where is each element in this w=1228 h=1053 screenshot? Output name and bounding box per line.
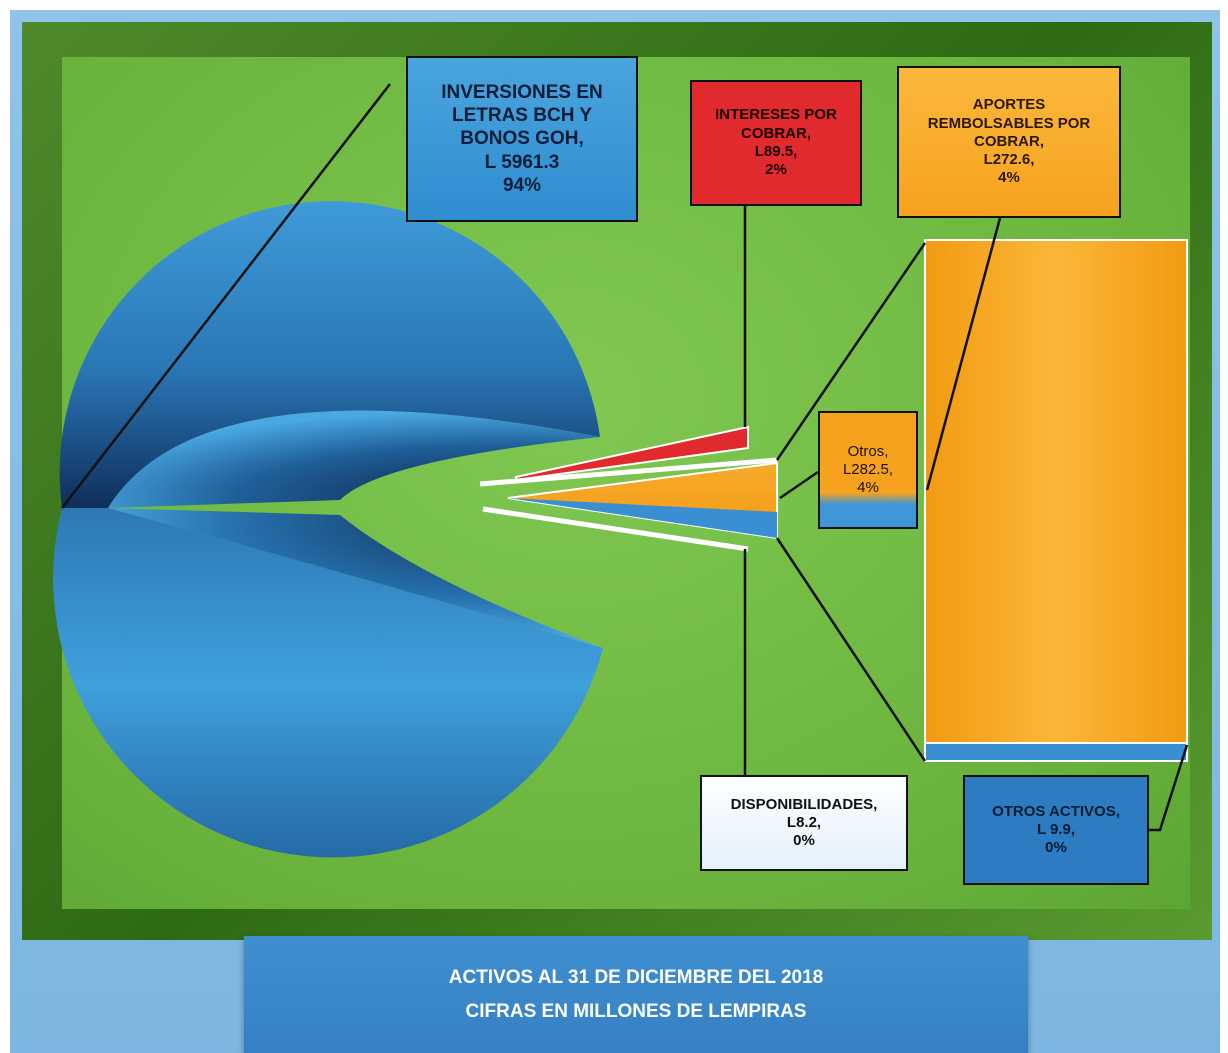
bar-segment-aportes — [924, 239, 1188, 744]
label-line: INTERESES POR — [715, 106, 837, 124]
label-line: L8.2, — [786, 813, 822, 831]
label-line: OTROS ACTIVOS, — [992, 802, 1120, 820]
label-line: L89.5, — [754, 143, 798, 160]
chart-title-box: ACTIVOS AL 31 DE DICIEMBRE DEL 2018 CIFR… — [244, 936, 1028, 1053]
pie-slice-inversiones-upper — [59, 201, 600, 508]
data-label-disponibilidades: DISPONIBILIDADES, L8.2, 0% — [700, 775, 908, 871]
label-line: L272.6, — [983, 151, 1035, 169]
label-line: 0% — [1045, 839, 1067, 857]
pie-slice-disponibilidades — [482, 506, 749, 552]
leader-lines — [61, 83, 1189, 832]
label-line: REMBOLSABLES POR — [927, 114, 1091, 132]
label-line: 4% — [998, 169, 1020, 187]
label-line: 94% — [502, 174, 542, 196]
slice-separator — [479, 457, 778, 487]
data-label-otros: Otros, L282.5, 4% — [818, 411, 918, 529]
bar-segment-otros-activos — [924, 742, 1188, 762]
label-line: 0% — [793, 832, 815, 850]
label-line: DISPONIBILIDADES, — [730, 795, 878, 813]
label-line: 2% — [765, 161, 787, 179]
data-label-inversiones: INVERSIONES EN LETRAS BCH Y BONOS GOH, L… — [406, 56, 638, 222]
label-line: L282.5, — [842, 460, 894, 478]
label-line: 4% — [857, 479, 879, 497]
label-line: INVERSIONES EN — [441, 82, 603, 104]
label-line: LETRAS BCH Y — [451, 105, 593, 127]
chart-title: ACTIVOS AL 31 DE DICIEMBRE DEL 2018 — [448, 967, 824, 989]
data-label-otros-activos: OTROS ACTIVOS, L 9.9, 0% — [963, 775, 1149, 885]
label-line: COBRAR, — [741, 124, 811, 142]
connector-bottom — [775, 537, 927, 762]
chart-subtitle: CIFRAS EN MILLONES DE LEMPIRAS — [465, 1000, 807, 1022]
leader-line-aportes — [925, 217, 1002, 491]
label-line: BONOS GOH, — [460, 128, 584, 150]
label-line: APORTES — [972, 96, 1046, 114]
leader-line-inversiones — [61, 83, 391, 509]
pie-slice-otros-blue — [508, 498, 777, 538]
connector-top — [775, 242, 927, 461]
pie-slice-inversiones-lower — [53, 508, 603, 858]
leader-line-otros — [779, 470, 819, 500]
label-line: L 5961.3 — [484, 151, 560, 173]
label-line: L 9.9, — [1036, 820, 1076, 838]
pie-slice-inversiones-upper-curl — [108, 410, 600, 508]
data-label-aportes: APORTES REMBOLSABLES POR COBRAR, L272.6,… — [897, 66, 1121, 218]
pie-slice-inversiones — [53, 201, 603, 858]
data-label-intereses: INTERESES POR COBRAR, L89.5, 2% — [690, 80, 862, 206]
leader-line-otros-activos — [1149, 744, 1189, 832]
pie-slice-inversiones-lower-curl — [108, 508, 603, 648]
label-line: Otros, — [847, 442, 889, 460]
label-line: COBRAR, — [974, 132, 1044, 150]
